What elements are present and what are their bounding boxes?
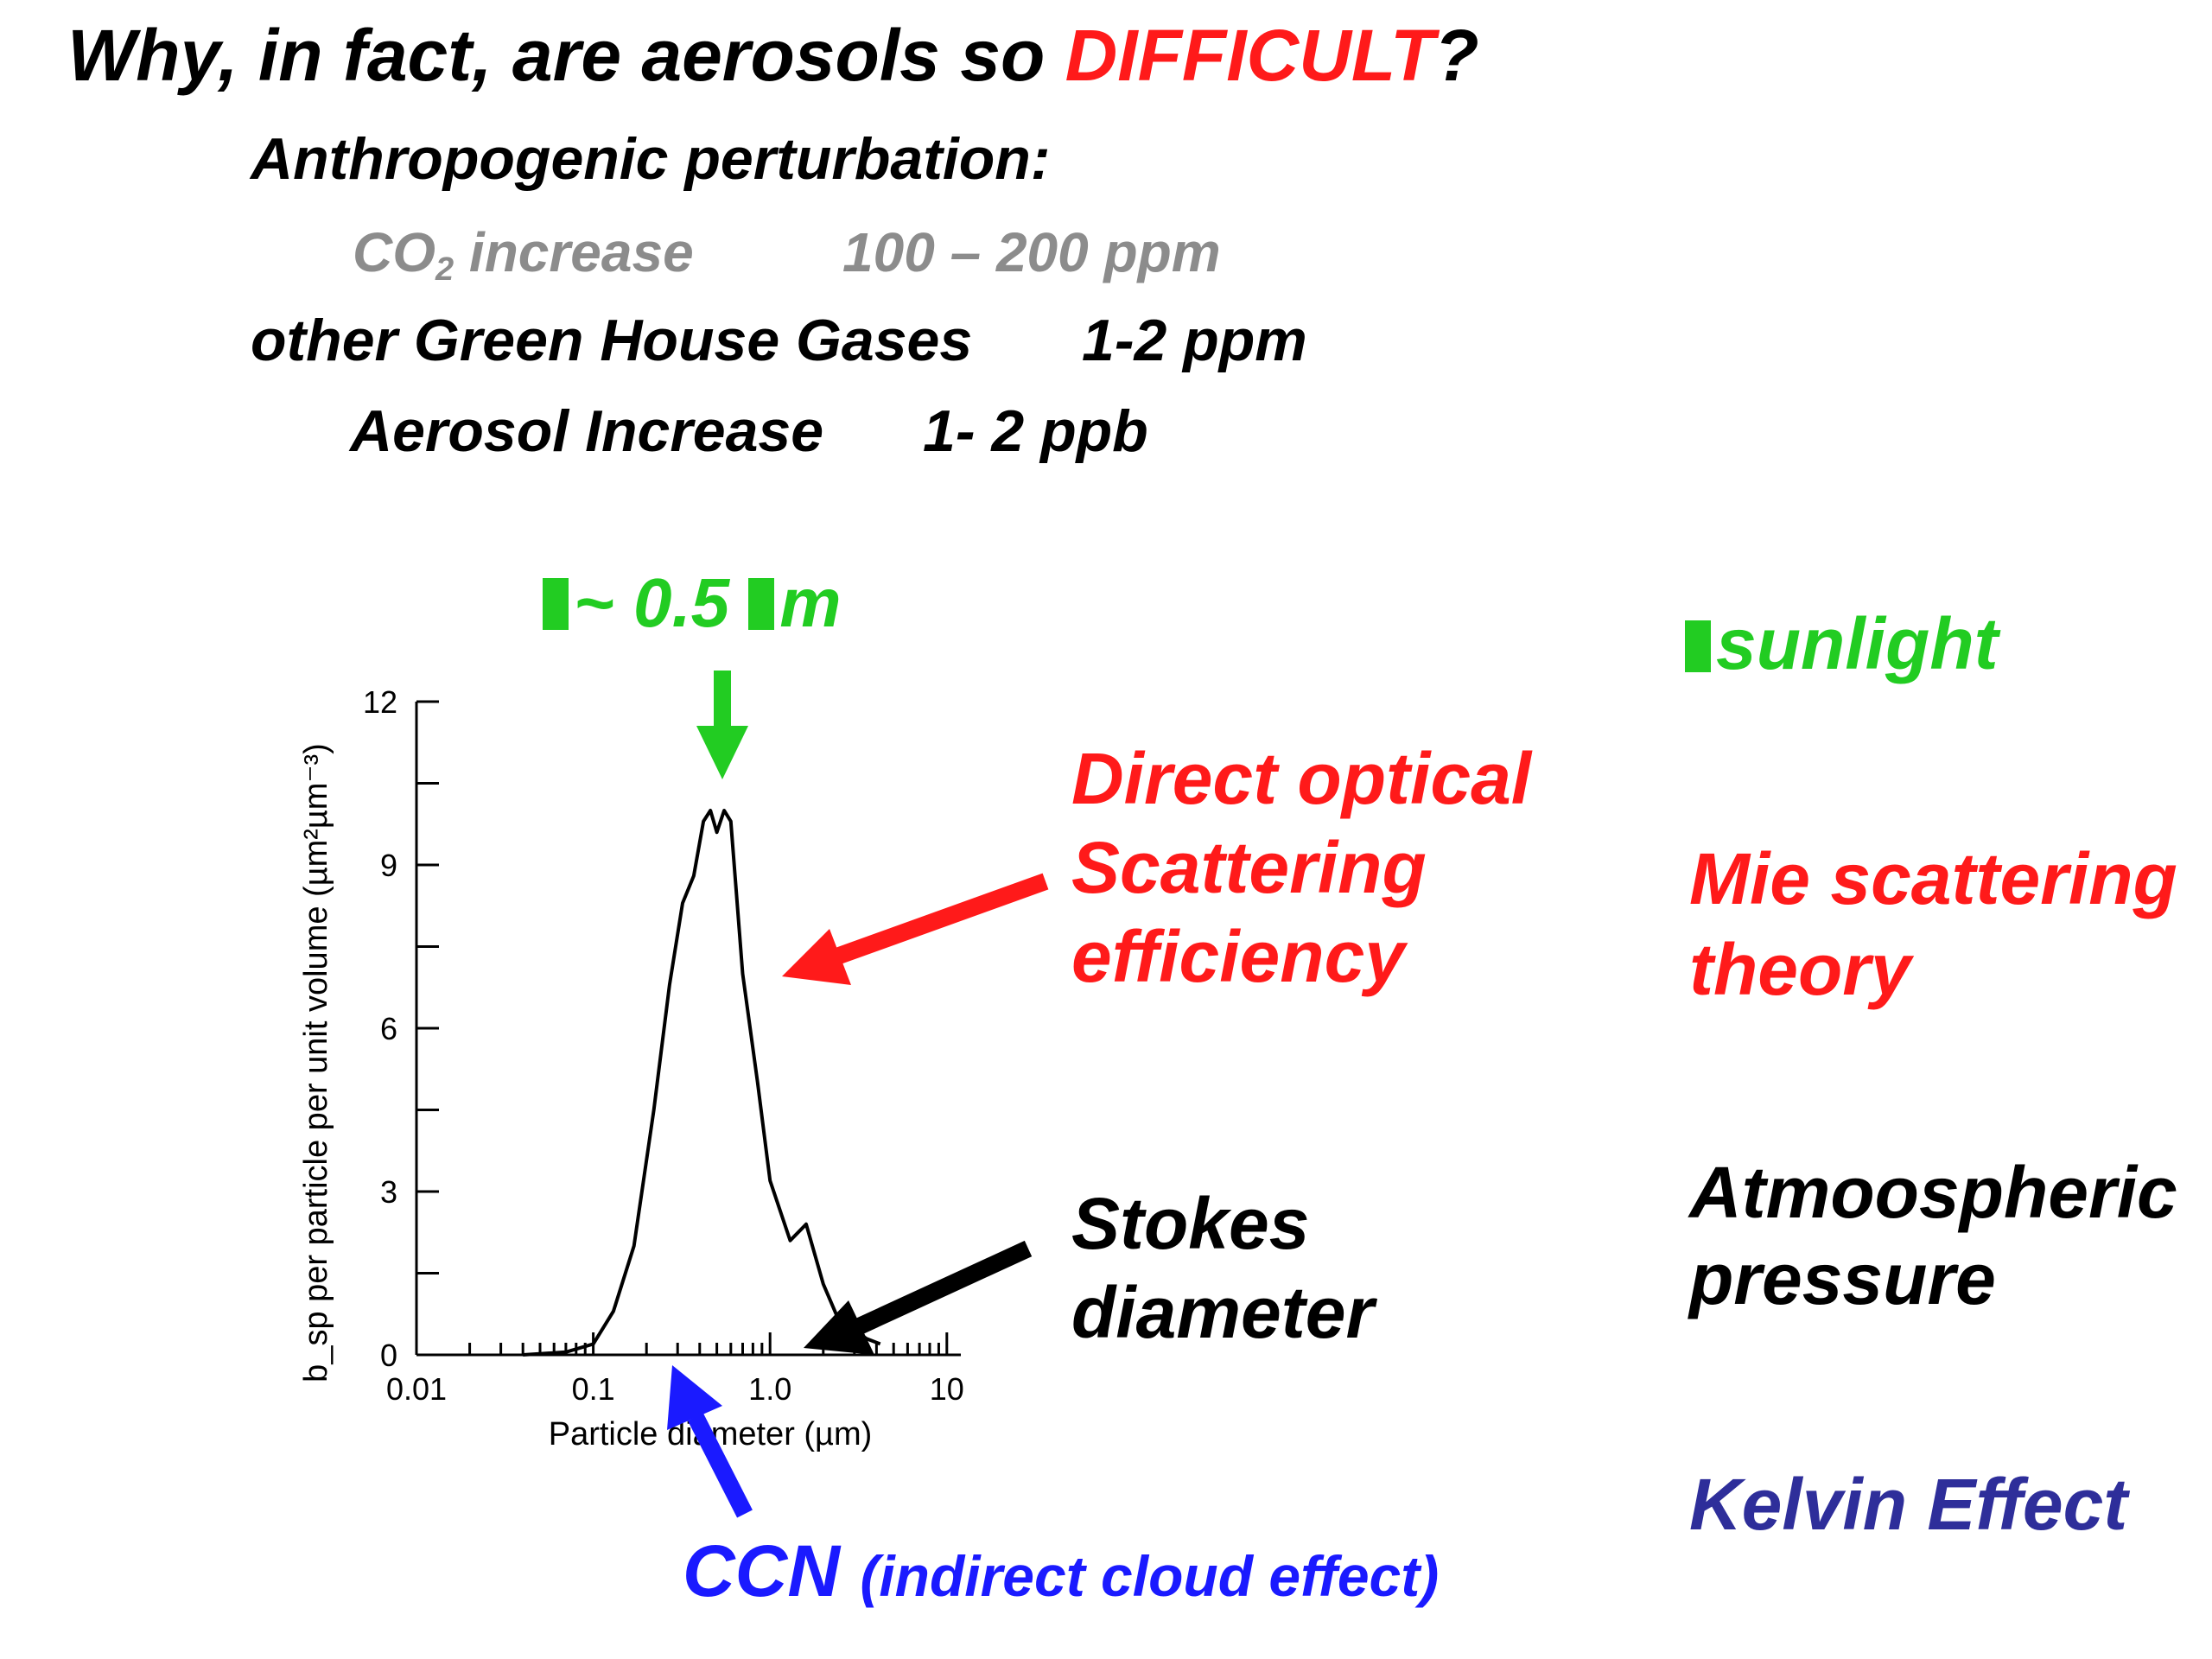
y-tick-label: 3 <box>380 1174 397 1210</box>
atmospheric-label: Atmoospheric pressure <box>1689 1152 2177 1319</box>
direct-optical-label: Direct optical Scattering efficiency <box>1071 738 1532 997</box>
slide-title: Why, in fact, are aerosols so DIFFICULT? <box>67 15 1479 96</box>
ccn-label: CCN (indirect cloud effect) <box>683 1530 1440 1611</box>
lambda-glyph-icon <box>1685 620 1711 672</box>
x-tick-label: 0.01 <box>386 1371 447 1407</box>
aerosol-value: 1- 2 ppb <box>923 398 1148 464</box>
y-tick-label: 12 <box>363 684 397 720</box>
stokes-label: Stokes diameter <box>1071 1183 1375 1353</box>
chart-ylabel: b_sp per particle per unit volume (µm²µm… <box>298 743 334 1382</box>
lambda-glyph-icon <box>543 578 569 630</box>
perturbation-heading: Anthropogenic perturbation: <box>251 126 1051 192</box>
y-tick-label: 6 <box>380 1011 397 1046</box>
co2-value: 100 – 200 ppm <box>842 221 1221 283</box>
aerosol-label: Aerosol Increase <box>350 398 824 464</box>
blue-arrow-icon <box>667 1365 753 1518</box>
chart-ticks: 0 3 6 9 12 0.01 0.1 1.0 10 <box>363 684 964 1407</box>
kelvin-label: Kelvin Effect <box>1689 1464 2128 1545</box>
mie-label: Mie scattering theory <box>1689 838 2177 1010</box>
title-highlight: DIFFICULT <box>1065 15 1435 96</box>
black-arrow-icon <box>804 1240 1033 1355</box>
green-arrow-icon <box>696 671 748 779</box>
y-tick-label: 0 <box>380 1338 397 1373</box>
x-tick-label: 10 <box>930 1371 964 1407</box>
ghg-label: other Green House Gases <box>251 308 973 373</box>
series-line <box>523 809 881 1357</box>
sunlight-label: sunlight <box>1685 602 1999 686</box>
red-arrow-icon <box>782 873 1049 985</box>
chart-series <box>523 809 881 1357</box>
chart-axes <box>415 702 961 1357</box>
x-tick-label: 0.1 <box>572 1371 615 1407</box>
wavelength-label: ~ 0.5 m <box>543 563 842 643</box>
co2-label: CO2 increase <box>353 221 694 288</box>
mu-glyph-icon <box>748 578 775 630</box>
y-tick-label: 9 <box>380 848 397 883</box>
x-tick-label: 1.0 <box>748 1371 791 1407</box>
ghg-value: 1-2 ppm <box>1082 308 1307 373</box>
